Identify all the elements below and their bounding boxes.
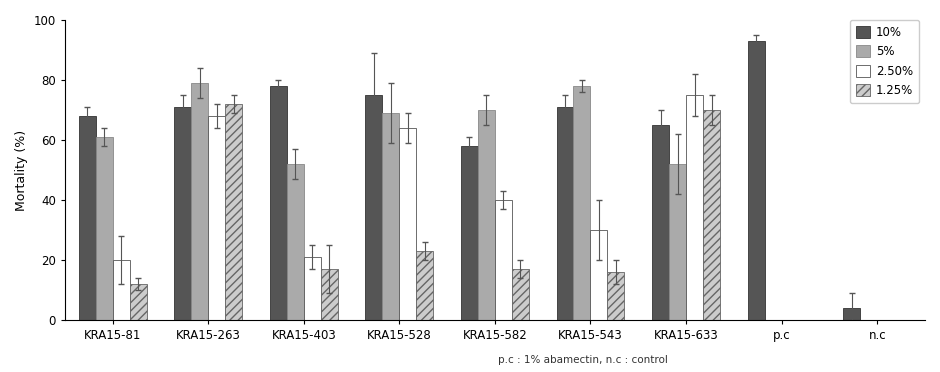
- Bar: [174, 107, 191, 320]
- Bar: [747, 41, 764, 320]
- Bar: [686, 95, 703, 320]
- Bar: [130, 284, 147, 320]
- Bar: [366, 95, 383, 320]
- Bar: [573, 86, 590, 320]
- Bar: [607, 272, 624, 320]
- Bar: [79, 116, 96, 320]
- Bar: [96, 137, 113, 320]
- Bar: [270, 86, 287, 320]
- Bar: [556, 107, 573, 320]
- Bar: [495, 200, 512, 320]
- Bar: [461, 146, 478, 320]
- Bar: [383, 113, 400, 320]
- Legend: 10%, 5%, 2.50%, 1.25%: 10%, 5%, 2.50%, 1.25%: [850, 20, 919, 103]
- Bar: [191, 83, 208, 320]
- Bar: [590, 230, 607, 320]
- Bar: [304, 257, 321, 320]
- Y-axis label: Mortality (%): Mortality (%): [15, 129, 28, 211]
- Bar: [400, 128, 416, 320]
- Bar: [416, 251, 433, 320]
- Bar: [113, 260, 130, 320]
- Text: p.c : 1% abamectin, n.c : control: p.c : 1% abamectin, n.c : control: [498, 355, 667, 365]
- Bar: [512, 269, 529, 320]
- Bar: [208, 116, 226, 320]
- Bar: [669, 164, 686, 320]
- Bar: [703, 110, 720, 320]
- Bar: [287, 164, 304, 320]
- Bar: [226, 104, 243, 320]
- Bar: [478, 110, 495, 320]
- Bar: [843, 308, 860, 320]
- Bar: [321, 269, 337, 320]
- Bar: [652, 125, 669, 320]
